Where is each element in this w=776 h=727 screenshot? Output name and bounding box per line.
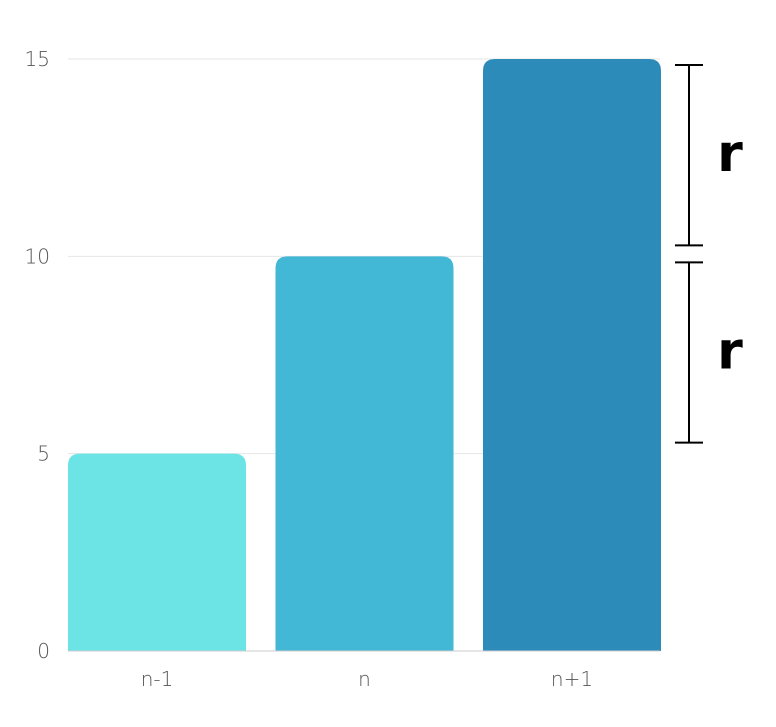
- bar-n+1: [483, 59, 661, 651]
- bracket-1: r: [675, 261, 743, 444]
- x-tick-label: n: [358, 667, 371, 691]
- y-tick-label: 15: [25, 47, 50, 71]
- y-tick-label: 10: [25, 244, 50, 268]
- x-tick-label: n+1: [551, 667, 593, 691]
- x-axis-labels: n-1 n n+1: [141, 667, 593, 691]
- bracket-0: r: [675, 64, 743, 247]
- y-axis-ticks: 0 5 10 15: [25, 47, 50, 663]
- bar-n: [275, 256, 454, 651]
- y-tick-label: 0: [37, 639, 50, 663]
- bar-n-1: [68, 453, 246, 651]
- bracket-label: r: [717, 322, 743, 382]
- x-tick-label: n-1: [141, 667, 174, 691]
- bracket-label: r: [717, 124, 743, 184]
- brackets: rr: [675, 64, 743, 444]
- y-tick-label: 5: [37, 442, 50, 466]
- bars: [68, 59, 661, 651]
